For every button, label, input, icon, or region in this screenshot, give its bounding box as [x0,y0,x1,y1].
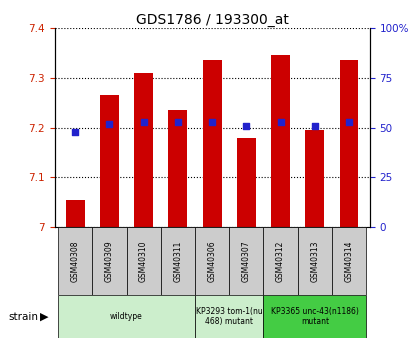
Text: GSM40309: GSM40309 [105,240,114,282]
Text: ▶: ▶ [40,312,48,322]
Bar [100,95,119,227]
Text: GSM40314: GSM40314 [344,240,354,282]
Text: GSM40311: GSM40311 [173,241,182,282]
Bar [263,295,366,338]
Bar [195,295,263,338]
Bar [66,200,84,227]
Point [277,119,284,124]
Title: GDS1786 / 193300_at: GDS1786 / 193300_at [136,12,289,27]
Text: GSM40310: GSM40310 [139,240,148,282]
Bar [58,227,92,295]
Point [106,121,113,126]
Bar [305,130,324,227]
Text: wildtype: wildtype [110,312,143,321]
Text: GSM40308: GSM40308 [71,240,80,282]
Bar [134,72,153,227]
Text: KP3365 unc-43(n1186)
mutant: KP3365 unc-43(n1186) mutant [271,307,359,326]
Bar [332,227,366,295]
Point [174,119,181,124]
Text: GSM40313: GSM40313 [310,240,319,282]
Point [312,123,318,128]
Point [72,129,79,134]
Point [346,119,352,124]
Text: GSM40306: GSM40306 [207,240,217,282]
Bar [340,60,359,227]
Bar [92,227,126,295]
Bar [58,295,195,338]
Text: KP3293 tom-1(nu
468) mutant: KP3293 tom-1(nu 468) mutant [196,307,262,326]
Text: GSM40312: GSM40312 [276,241,285,282]
Bar [195,227,229,295]
Text: GSM40307: GSM40307 [242,240,251,282]
Bar [168,110,187,227]
Bar [237,138,256,227]
Bar [271,55,290,227]
Bar [229,227,263,295]
Point [140,119,147,124]
Bar [263,227,298,295]
Point [209,119,215,124]
Bar [298,227,332,295]
Point [243,123,250,128]
Text: strain: strain [8,312,38,322]
Bar [126,227,161,295]
Bar [203,60,221,227]
Bar [161,227,195,295]
